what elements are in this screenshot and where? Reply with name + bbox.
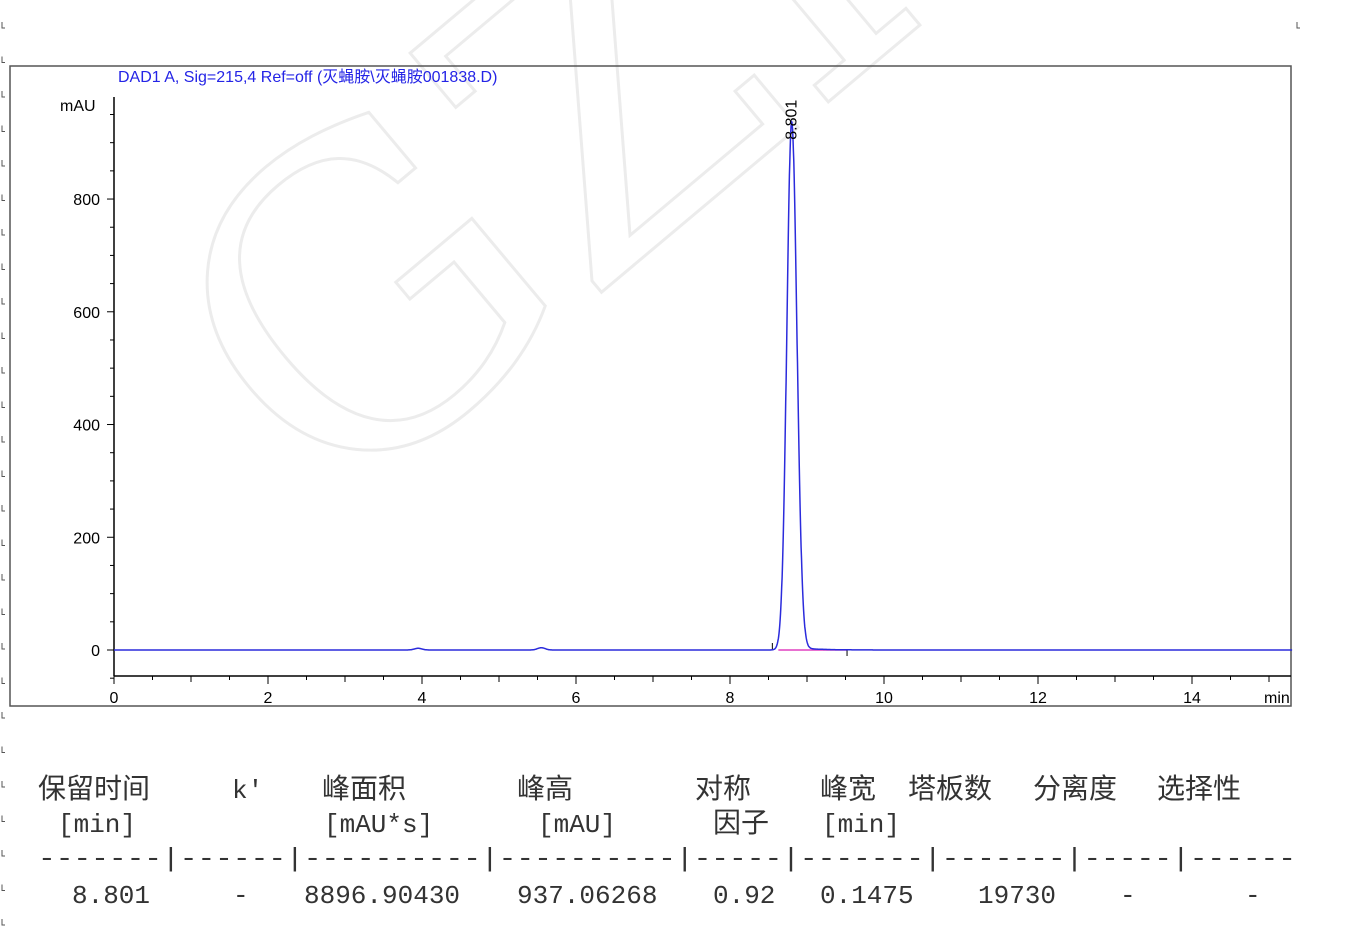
x-tick-label: 4 xyxy=(418,690,427,707)
x-tick-label: 10 xyxy=(875,690,893,707)
col-header-height: 峰高 xyxy=(517,772,573,805)
col-header-symmetry: 对称 xyxy=(695,772,751,805)
x-axis-label: min xyxy=(1264,690,1290,707)
margin-mark xyxy=(1,643,5,650)
margin-mark xyxy=(1,539,5,546)
margin-mark xyxy=(1,746,5,753)
col-header-selectivity: 选择性 xyxy=(1157,772,1241,805)
margin-mark xyxy=(1296,22,1300,29)
x-tick-label: 14 xyxy=(1183,690,1201,707)
unit-height: [mAU] xyxy=(538,810,616,840)
signal-trace xyxy=(114,119,1293,651)
col-header-area: 峰面积 xyxy=(322,772,406,805)
watermark: GZHE xyxy=(80,0,1353,597)
margin-mark xyxy=(1,91,5,98)
margin-mark xyxy=(1,850,5,857)
margin-mark xyxy=(1,781,5,788)
cell-height: 937.06268 xyxy=(517,881,657,911)
margin-mark xyxy=(1,608,5,615)
margin-mark xyxy=(1,22,5,29)
margin-mark xyxy=(1,712,5,719)
margin-mark xyxy=(1,815,5,822)
margin-mark xyxy=(1,229,5,236)
margin-mark xyxy=(1,436,5,443)
margin-mark xyxy=(1,470,5,477)
plot-frame xyxy=(9,65,1292,707)
col-header-plates: 塔板数 xyxy=(908,772,992,805)
cell-retention-time: 8.801 xyxy=(72,881,150,911)
margin-mark xyxy=(1,160,5,167)
x-tick-label: 12 xyxy=(1029,690,1047,707)
results-table: 保留时间 k' 峰面积 峰高 对称 峰宽 塔板数 分离度 选择性 [min] [… xyxy=(38,772,1296,911)
table-separator: -------|------|----------|----------|---… xyxy=(38,844,1296,874)
margin-mark xyxy=(1,298,5,305)
cell-area: 8896.90430 xyxy=(304,881,460,911)
x-tick-label: 8 xyxy=(726,690,735,707)
cell-width: 0.1475 xyxy=(820,881,914,911)
margin-mark xyxy=(1,367,5,374)
unit-area: [mAU*s] xyxy=(324,810,433,840)
chart-title: DAD1 A, Sig=215,4 Ref=off (灭蝇胺\灭蝇胺001838… xyxy=(118,68,497,86)
y-tick-label: 800 xyxy=(73,192,100,209)
cell-symmetry: 0.92 xyxy=(713,881,775,911)
peak-label: 8.801 xyxy=(784,100,801,140)
col-header-width: 峰宽 xyxy=(820,772,876,805)
col-header-resolution: 分离度 xyxy=(1033,772,1117,805)
margin-mark xyxy=(1,194,5,201)
margin-mark xyxy=(1,332,5,339)
cell-resolution: - xyxy=(1120,881,1136,911)
margin-mark xyxy=(1,401,5,408)
cell-plates: 19730 xyxy=(978,881,1056,911)
y-axis-label: mAU xyxy=(60,98,96,115)
margin-mark xyxy=(1,505,5,512)
x-tick-label: 0 xyxy=(110,690,119,707)
margin-mark xyxy=(1,263,5,270)
col-header-symmetry-line2: 因子 xyxy=(713,806,769,839)
margin-mark xyxy=(1,574,5,581)
margin-mark xyxy=(1,919,5,926)
cell-selectivity: - xyxy=(1245,881,1261,911)
unit-retention-time: [min] xyxy=(58,810,136,840)
col-header-retention-time: 保留时间 xyxy=(38,772,150,805)
cell-k: - xyxy=(233,881,249,911)
y-tick-label: 0 xyxy=(91,643,100,660)
x-tick-label: 2 xyxy=(264,690,273,707)
margin-mark xyxy=(1,56,5,63)
margin-mark xyxy=(1,677,5,684)
col-header-k: k' xyxy=(232,776,263,806)
y-tick-label: 200 xyxy=(73,530,100,547)
y-tick-label: 400 xyxy=(73,418,100,435)
y-tick-label: 600 xyxy=(73,305,100,322)
margin-mark xyxy=(1,125,5,132)
x-tick-label: 6 xyxy=(572,690,581,707)
unit-width: [min] xyxy=(822,810,900,840)
margin-mark xyxy=(1,884,5,891)
